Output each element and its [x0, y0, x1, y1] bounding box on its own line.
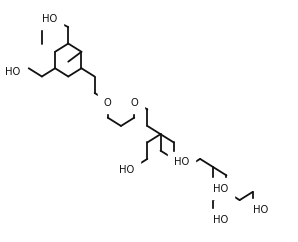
Text: HO: HO: [119, 166, 134, 175]
Text: HO: HO: [213, 184, 229, 194]
Text: HO: HO: [5, 67, 21, 76]
Text: HO: HO: [174, 157, 189, 167]
Text: O: O: [104, 98, 112, 108]
Text: HO: HO: [213, 215, 229, 225]
Text: HO: HO: [253, 205, 268, 215]
Text: O: O: [130, 98, 138, 108]
Text: HO: HO: [42, 14, 57, 24]
